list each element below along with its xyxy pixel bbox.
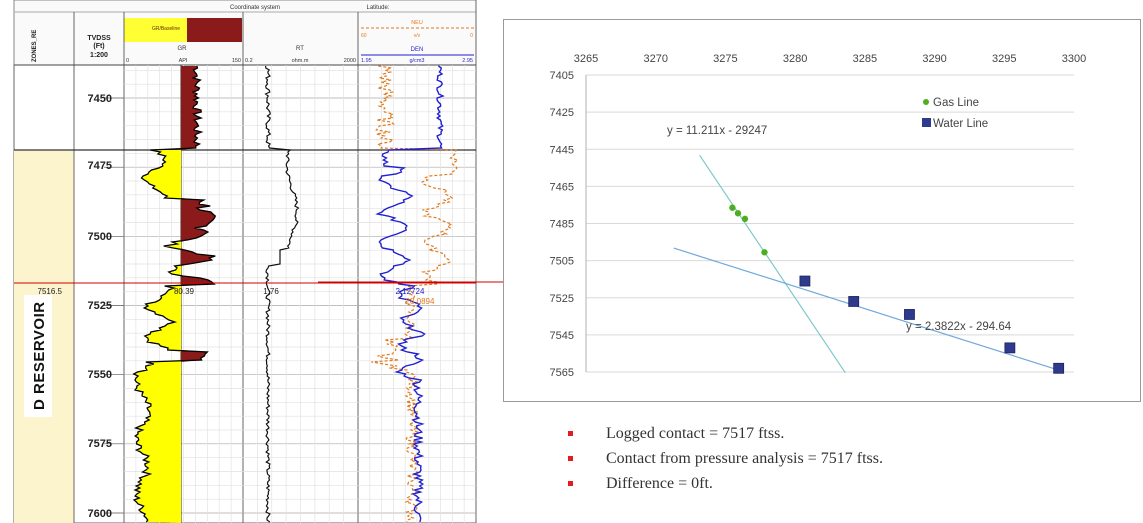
den-scale-unit: g/cm3 (410, 58, 425, 64)
gr-sand-fill (133, 150, 181, 523)
gr-title: GR/Baseline (152, 26, 180, 32)
contact-rt-readout: 1.76 (263, 287, 279, 296)
latitude-label: Latitude: (366, 5, 389, 11)
depth-title-1: TVDSS (87, 35, 111, 42)
gas-trend-equation: y = 11.211x - 29247 (667, 125, 767, 137)
neutron-curve (371, 65, 460, 523)
neu-scale-min: 60 (361, 33, 367, 39)
water-point (1053, 362, 1065, 374)
x-tick-label: 3290 (922, 53, 946, 65)
gr-scale-min: 0 (126, 58, 129, 64)
depth-title-2: (Ft) (93, 43, 104, 50)
gr-shale-fill (181, 66, 216, 523)
legend-gas-label: Gas Line (933, 97, 979, 109)
legend-water-marker (922, 118, 931, 127)
den-scale-min: 1.95 (361, 58, 372, 64)
bullet-square-icon (568, 431, 573, 436)
depth-tick-label: 7450 (88, 93, 112, 105)
water-point (1004, 342, 1016, 354)
contact-gr-readout: 80.39 (174, 287, 195, 296)
neu-scale-unit: v/v (414, 33, 421, 39)
depth-tick-label: 7475 (88, 160, 112, 172)
zone-label-box (24, 295, 52, 417)
contact-neu-readout: 28.0894 (406, 297, 435, 306)
water-point (799, 275, 811, 287)
x-tick-label: 3280 (783, 53, 807, 65)
water-point (848, 296, 860, 307)
x-tick-label: 3285 (853, 53, 877, 65)
density-curve (375, 65, 445, 523)
rt-scale-min: 0.2 (245, 58, 253, 64)
bullet-square-icon (568, 481, 573, 486)
y-tick-label: 7425 (550, 107, 574, 119)
depth-tick-label: 7550 (88, 369, 112, 381)
coord-system-label: Coordinate system (230, 5, 280, 11)
x-tick-label: 3270 (643, 53, 667, 65)
rt-curve (264, 65, 300, 523)
y-tick-label: 7445 (550, 144, 574, 156)
y-tick-label: 7465 (550, 181, 574, 193)
depth-tick-label: 7525 (88, 300, 112, 312)
conclusion-item: Logged contact = 7517 ftss. (566, 424, 883, 449)
water-point (904, 309, 915, 320)
conclusion-item: Contact from pressure analysis = 7517 ft… (566, 449, 883, 474)
y-tick-label: 7485 (550, 219, 574, 231)
pressure-plot-panel: 7405 7425 7445 7465 7485 7505 7525 7545 7565 3265… (503, 19, 1141, 402)
depth-tick-label: 7500 (88, 231, 112, 243)
gr-name: GR (178, 46, 188, 52)
x-tick-label: 3300 (1062, 53, 1086, 65)
conclusion-text: Contact from pressure analysis = 7517 ft… (606, 450, 883, 467)
x-tick-label: 3295 (992, 53, 1016, 65)
conclusion-text: Difference = 0ft. (606, 475, 713, 492)
den-name: DEN (411, 47, 424, 53)
depth-tick-label: 7600 (88, 508, 112, 520)
gas-point (734, 210, 742, 217)
water-trend-equation: y = 2.3822x - 294.64 (906, 321, 1012, 333)
zones-column-label: ZONES_RE (32, 30, 38, 62)
legend-water-label: Water Line (933, 118, 988, 130)
den-scale-max: 2.95 (462, 58, 473, 64)
rt-scale-unit: ohm.m (292, 58, 309, 64)
contact-den-readout: 2.12724 (396, 287, 425, 296)
gas-point (729, 204, 736, 211)
x-tick-label: 3275 (713, 53, 737, 65)
gas-point (761, 249, 768, 256)
gr-curve (132, 65, 217, 523)
depth-title-3: 1:200 (90, 52, 108, 59)
trendline (673, 247, 1064, 373)
conclusion-text: Logged contact = 7517 ftss. (606, 425, 785, 442)
gr-scale-max: 150 (232, 58, 241, 64)
y-tick-label: 7505 (550, 256, 574, 268)
pressure-depth-chart: 7405 7425 7445 7465 7485 7505 7525 7545 7565 3265… (550, 53, 1087, 379)
neu-scale-max: 0 (470, 33, 473, 39)
bullet-square-icon (568, 456, 573, 461)
conclusion-list: Logged contact = 7517 ftss. Contact from… (566, 424, 883, 499)
rt-name: RT (296, 46, 304, 52)
y-tick-label: 7545 (550, 330, 574, 342)
x-tick-label: 3265 (574, 53, 598, 65)
contact-depth-readout: 7516.5 (38, 287, 63, 296)
depth-tick-label: 7575 (88, 438, 112, 450)
well-log-panel: Coordinate system Latitude: ZONES_RE TVD… (13, 0, 477, 523)
y-tick-label: 7405 (550, 70, 574, 82)
zone-label: D RESERVOIR (31, 301, 48, 410)
gr-scale-unit: API (179, 58, 188, 64)
neu-name: NEU (411, 20, 423, 26)
y-tick-label: 7565 (550, 367, 574, 379)
trendline (699, 155, 846, 374)
rt-scale-max: 2000 (344, 58, 356, 64)
y-tick-label: 7525 (550, 293, 574, 305)
gas-point (741, 215, 749, 223)
legend-gas-marker (923, 99, 929, 105)
conclusion-item: Difference = 0ft. (566, 474, 883, 499)
